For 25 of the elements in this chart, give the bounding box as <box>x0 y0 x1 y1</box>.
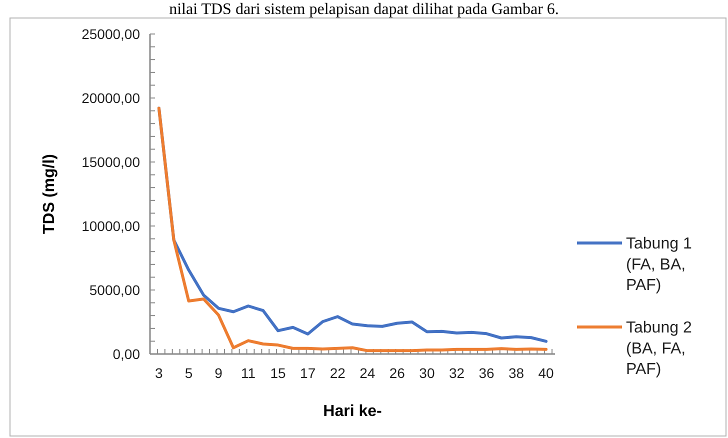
y-tick-label: 25000,00 <box>82 26 140 42</box>
x-tick-label: 11 <box>241 365 256 381</box>
y-tick-label: 20000,00 <box>82 90 140 106</box>
x-axis-title: Hari ke- <box>323 403 382 420</box>
x-tick-label: 22 <box>330 365 346 381</box>
x-tick-label: 3 <box>155 365 164 381</box>
x-tick-label: 5 <box>184 365 193 381</box>
y-tick-label: 10000,00 <box>82 218 140 234</box>
y-axis-title: TDS (mg/l) <box>41 154 58 234</box>
x-tick-label: 32 <box>448 365 465 381</box>
x-tick-label: 26 <box>389 365 406 381</box>
y-tick-label: 15000,00 <box>82 154 140 170</box>
x-tick-label: 36 <box>478 365 495 381</box>
legend-label: Tabung 2 (BA, FA, PAF) <box>626 320 692 378</box>
x-tick-label: 15 <box>270 365 286 381</box>
x-tick-label: 9 <box>214 365 223 381</box>
text: nilai TDS dari sistem pelapisan dapat dilihat pada Gambar 6. <box>169 1 559 18</box>
x-tick-label: 24 <box>360 365 376 381</box>
legend-label: Tabung 1 (FA, BA, PAF) <box>626 236 692 294</box>
y-tick-label: 5000,00 <box>89 282 140 298</box>
x-tick-label: 38 <box>508 365 524 381</box>
x-tick-label: 40 <box>538 365 554 381</box>
x-tick-label: 30 <box>419 365 435 381</box>
x-tick-label: 17 <box>300 365 316 381</box>
y-tick-label: 0,00 <box>112 346 140 362</box>
